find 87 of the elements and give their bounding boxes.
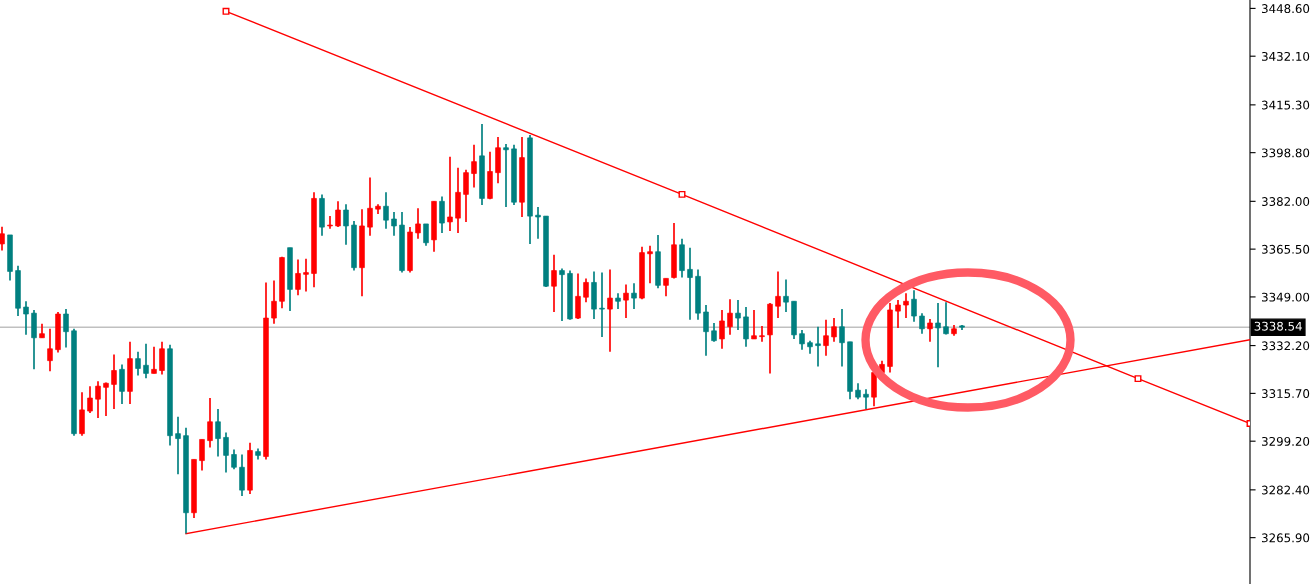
y-tick-label: 3332.20 (1262, 341, 1310, 351)
candlestick (135, 350, 141, 377)
candlestick (47, 327, 53, 373)
candlestick (943, 301, 949, 336)
candlestick (199, 438, 205, 472)
candlestick (223, 431, 229, 474)
y-tick-label: 3299.20 (1262, 436, 1310, 446)
candlestick (599, 271, 605, 338)
candlestick (839, 308, 845, 368)
y-tick-label: 3282.40 (1262, 485, 1310, 495)
y-tick-label: 3365.50 (1262, 244, 1310, 254)
candlestick (463, 168, 469, 223)
candlestick (175, 416, 181, 476)
candlestick (271, 279, 277, 325)
y-tick-label: 3382.00 (1262, 197, 1310, 206)
candlestick (831, 317, 837, 343)
candlestick (711, 322, 717, 343)
candlestick (447, 155, 453, 232)
candlestick (823, 318, 829, 357)
candlestick (151, 345, 157, 375)
candlestick (583, 277, 589, 303)
candlestick (919, 312, 925, 335)
candlestick (687, 246, 693, 321)
candlestick (735, 299, 741, 331)
candlestick (231, 448, 237, 471)
candlestick (727, 298, 733, 336)
candlestick (775, 270, 781, 319)
candlestick (423, 223, 429, 247)
candlestick (0, 225, 5, 252)
candlestick (759, 325, 765, 343)
y-tick-label: 3265.90 (1262, 533, 1310, 543)
point (678, 190, 686, 198)
candlestick (63, 308, 69, 349)
candlestick (607, 268, 613, 353)
candlestick (903, 292, 909, 319)
candlestick (95, 380, 101, 419)
candlestick (535, 206, 541, 240)
candlestick (719, 309, 725, 350)
candlestick (439, 195, 445, 234)
point (222, 7, 230, 15)
candlestick (647, 244, 653, 285)
candlestick (799, 329, 805, 351)
candlestick (367, 176, 373, 237)
point (1134, 375, 1142, 383)
candlestick (103, 381, 109, 417)
candlestick (143, 343, 149, 380)
y-tick-label: 3432.10 (1262, 51, 1310, 61)
candlestick (391, 211, 397, 237)
y-tick-label: 3448.60 (1262, 4, 1310, 14)
y-tick-label: 3398.80 (1262, 148, 1310, 158)
candlestick (23, 300, 29, 336)
candlestick (87, 385, 93, 414)
candlestick (119, 363, 125, 405)
candlestick (111, 353, 117, 410)
ref-line-label: 3338.54 (1254, 321, 1302, 331)
candlestick (207, 397, 213, 449)
candlestick (815, 325, 821, 368)
candlestick (159, 340, 165, 376)
candlestick (783, 278, 789, 313)
candlestick (559, 267, 565, 322)
candlestick (471, 144, 477, 189)
candlestick (743, 306, 749, 348)
candlestick (631, 282, 637, 310)
candlestick (863, 388, 869, 410)
candlestick (239, 453, 245, 497)
y-tick-label: 3415.30 (1262, 100, 1310, 110)
candlestick (895, 299, 901, 329)
candlestick (383, 191, 389, 230)
candlestick (551, 253, 557, 313)
y-tick-label: 3349.00 (1262, 292, 1310, 302)
candlestick (911, 289, 917, 323)
candlestick (335, 200, 341, 228)
candlestick (703, 304, 709, 357)
candlestick (503, 143, 509, 208)
candlestick (927, 318, 933, 343)
candlestick (327, 215, 333, 230)
candlestick (303, 257, 309, 293)
candlestick (935, 302, 941, 369)
candlestick (623, 283, 629, 319)
candlestick (415, 207, 421, 240)
candlestick (295, 258, 301, 297)
y-tick-label: 3315.70 (1262, 389, 1310, 399)
candlestick (79, 391, 85, 437)
candlestick (215, 408, 221, 458)
candlestick (751, 309, 757, 340)
candlestick (575, 272, 581, 320)
candlestick (343, 203, 349, 246)
